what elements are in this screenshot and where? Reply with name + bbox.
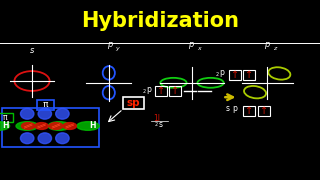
Ellipse shape <box>77 122 99 130</box>
Text: p: p <box>264 40 269 49</box>
Text: s: s <box>159 120 163 129</box>
Text: π: π <box>43 100 48 109</box>
Text: p: p <box>107 40 112 49</box>
Text: ↑: ↑ <box>156 86 165 96</box>
Text: ↑: ↑ <box>171 86 179 96</box>
Text: p: p <box>232 104 237 113</box>
Text: s: s <box>30 46 34 55</box>
Text: Hybridization: Hybridization <box>81 11 239 31</box>
Text: p: p <box>188 40 194 49</box>
Text: ↑: ↑ <box>260 106 268 116</box>
Ellipse shape <box>20 133 34 144</box>
Text: H: H <box>89 122 95 130</box>
Text: ↑: ↑ <box>231 70 239 80</box>
Text: ↑: ↑ <box>245 106 253 116</box>
Ellipse shape <box>56 108 69 119</box>
Text: p: p <box>146 85 151 94</box>
Text: sp: sp <box>127 98 140 108</box>
Text: 2: 2 <box>216 72 219 77</box>
Ellipse shape <box>0 122 10 130</box>
Ellipse shape <box>49 123 63 129</box>
Text: H: H <box>3 122 9 130</box>
Ellipse shape <box>20 108 34 119</box>
Text: π: π <box>3 113 8 122</box>
Ellipse shape <box>48 122 70 130</box>
Ellipse shape <box>56 133 69 144</box>
Text: ↑: ↑ <box>245 70 253 80</box>
Ellipse shape <box>16 122 38 130</box>
Text: y: y <box>116 46 119 51</box>
Text: s: s <box>225 104 229 113</box>
Text: p: p <box>219 68 224 77</box>
Ellipse shape <box>63 123 76 129</box>
Ellipse shape <box>21 123 35 129</box>
Text: 2: 2 <box>154 122 157 127</box>
Ellipse shape <box>38 133 52 144</box>
Text: z: z <box>273 46 276 51</box>
Text: 1l: 1l <box>153 114 160 123</box>
Ellipse shape <box>35 123 48 129</box>
Ellipse shape <box>38 108 52 119</box>
Text: x: x <box>197 46 201 51</box>
Text: 2: 2 <box>143 89 146 94</box>
